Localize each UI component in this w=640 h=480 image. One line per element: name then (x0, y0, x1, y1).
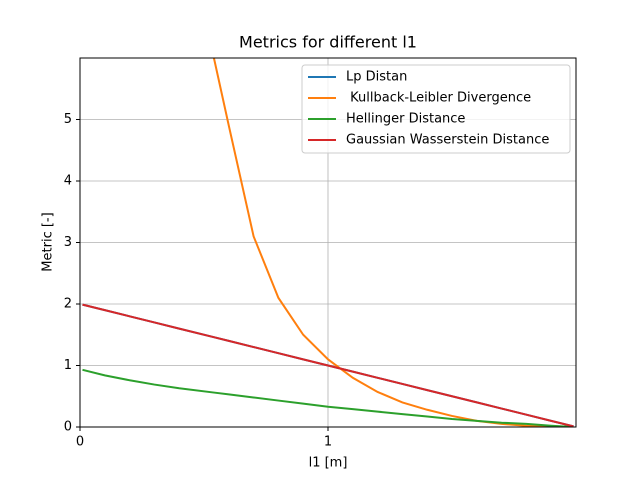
x-tick-label: 0 (76, 435, 84, 450)
y-tick-label: 2 (64, 297, 72, 312)
series-line (82, 368, 574, 427)
legend-box (301, 64, 571, 154)
y-tick-label: 4 (64, 174, 72, 189)
y-axis-label: Metric [-] (41, 212, 56, 271)
legend-label: Lp Distan (346, 70, 407, 85)
plot-lines (82, 58, 574, 427)
ticks: 0 1 0 1 2 3 4 5 (64, 112, 332, 450)
y-tick-label: 0 (64, 420, 72, 435)
legend-label: Hellinger Distance (346, 112, 465, 127)
legend: Lp Distan Kullback-Leibler Divergence Hel… (301, 64, 571, 154)
x-axis-label: l1 [m] (309, 456, 348, 471)
y-tick-label: 3 (64, 235, 72, 250)
x-tick-label: 1 (324, 435, 332, 450)
legend-label: Gaussian Wasserstein Distance (346, 133, 549, 148)
series-line (82, 303, 574, 427)
series-line (212, 58, 574, 427)
chart-title: Metrics for different l1 (239, 33, 417, 52)
y-tick-label: 5 (64, 112, 72, 127)
legend-label: Kullback-Leibler Divergence (346, 91, 531, 106)
y-tick-label: 1 (64, 358, 72, 373)
